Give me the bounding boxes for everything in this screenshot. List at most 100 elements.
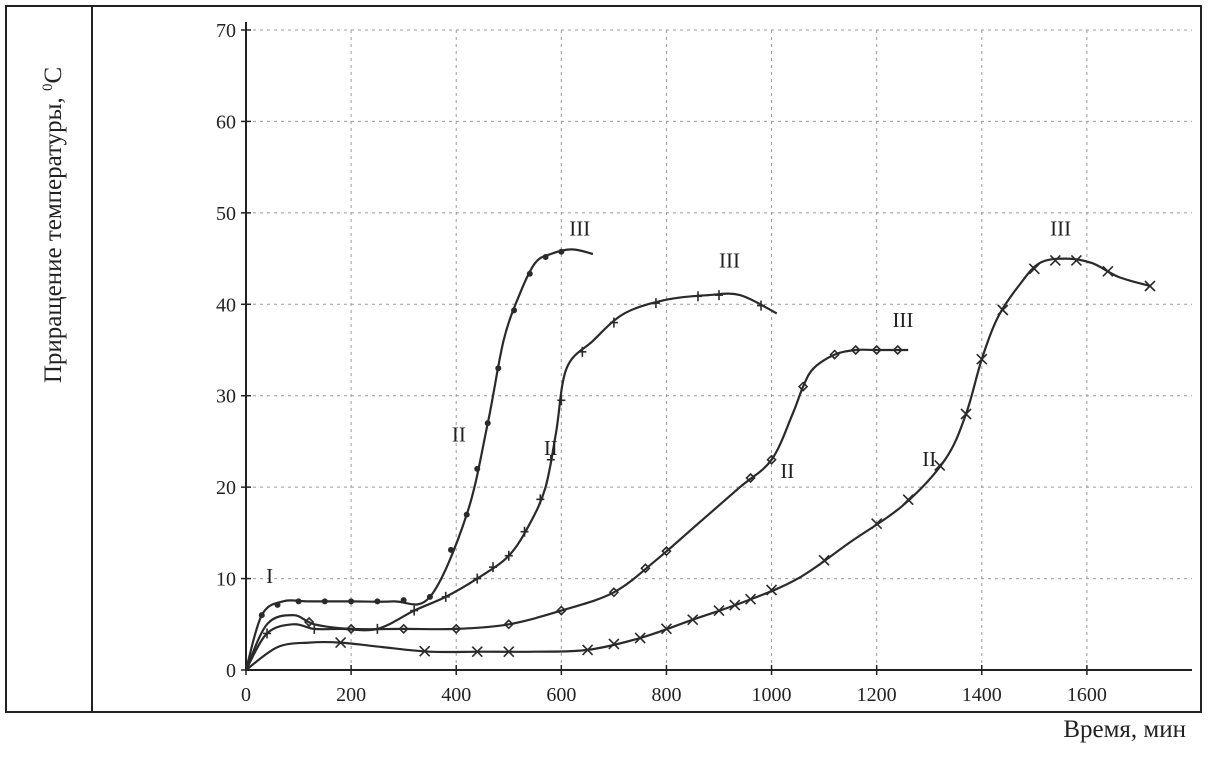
data-point-dot: [374, 598, 381, 605]
data-point-diamond: [661, 546, 672, 557]
data-point-diamond: [556, 605, 567, 616]
data-point-cross: [471, 646, 483, 658]
x-tick-label: 1400: [962, 684, 1002, 706]
data-point-dot: [426, 593, 433, 600]
data-point-cross: [729, 599, 741, 611]
data-point-cross: [713, 605, 725, 617]
data-point-cross: [934, 459, 946, 471]
data-point-diamond: [345, 623, 357, 634]
data-point-plus: [651, 298, 660, 309]
data-point-plus: [715, 290, 723, 301]
annotation-label: III: [892, 308, 913, 332]
data-point-diamond: [745, 472, 756, 484]
data-point-plus: [693, 291, 702, 302]
data-point-dot: [542, 254, 549, 261]
x-tick-label: 600: [546, 684, 576, 706]
data-point-cross: [765, 584, 778, 596]
series-4: [245, 254, 1156, 671]
annotation-label: II: [780, 459, 794, 483]
data-point-dot: [321, 598, 328, 605]
y-tick-label: 30: [216, 386, 236, 408]
data-point-plus: [504, 550, 513, 561]
data-point-plus: [441, 591, 450, 602]
x-tick-label: 0: [241, 684, 251, 706]
series-line-2: [245, 292, 778, 671]
data-point-dot: [258, 612, 265, 619]
y-tick-label: 10: [216, 569, 236, 591]
data-point-plus: [263, 628, 272, 639]
data-point-cross: [1028, 263, 1040, 275]
series-3: [244, 344, 909, 671]
data-point-cross: [335, 637, 347, 649]
data-point-cross: [503, 646, 515, 658]
data-point-cross: [687, 614, 699, 626]
data-point-diamond: [303, 616, 315, 628]
data-point-dot: [526, 270, 533, 277]
data-point-cross: [419, 645, 431, 657]
x-axis-label: Время, мин: [1063, 716, 1186, 743]
x-tick-label: 400: [441, 684, 471, 706]
data-point-cross: [960, 408, 972, 420]
data-point-cross: [1144, 280, 1156, 292]
data-point-plus: [609, 317, 618, 328]
chart-frame: [5, 5, 1202, 713]
data-point-plus: [757, 300, 766, 311]
data-point-dot: [348, 598, 355, 605]
annotation-label: II: [544, 436, 558, 460]
x-tick-label: 1600: [1067, 684, 1107, 706]
data-point-dot: [400, 597, 407, 604]
data-point-plus: [536, 494, 545, 505]
y-axis-label-panel: Приращение температуры, 0C: [5, 5, 93, 713]
data-point-cross: [1049, 254, 1061, 266]
series-line-4: [245, 257, 1151, 671]
series-1: [244, 248, 594, 671]
data-point-cross: [871, 518, 883, 530]
data-point-cross: [608, 638, 620, 650]
data-point-plus: [489, 562, 498, 573]
annotation-label: II: [922, 447, 936, 471]
data-point-cross: [997, 304, 1009, 316]
data-point-diamond: [451, 623, 462, 634]
data-point-diamond: [766, 454, 777, 465]
annotation-label: II: [452, 422, 466, 446]
data-point-diamond: [503, 619, 514, 630]
data-point-plus: [473, 573, 482, 584]
data-point-cross: [1070, 254, 1082, 266]
data-point-diamond: [797, 381, 809, 392]
annotation-label: III: [1050, 217, 1071, 241]
data-point-cross: [902, 494, 914, 506]
y-tick-label: 60: [216, 111, 236, 133]
data-point-plus: [578, 346, 587, 357]
series-line-3: [244, 348, 909, 671]
data-point-diamond: [892, 344, 903, 356]
data-point-dot: [558, 248, 565, 255]
axes: 0 10 20 30 40 50 60 70 0 200 400 600 800 1000 1200 1400…: [216, 20, 1192, 706]
series-2: [245, 290, 778, 671]
data-point-dot: [295, 598, 302, 605]
data-point-diamond: [640, 563, 651, 574]
annotation-label: I: [266, 564, 273, 588]
data-point-cross: [976, 353, 988, 365]
y-tick-label: 20: [216, 477, 236, 499]
y-tick-label: 70: [216, 20, 236, 42]
y-tick-label: 0: [226, 660, 236, 682]
data-point-dot: [274, 601, 281, 608]
data-point-diamond: [398, 623, 409, 634]
data-point-dot: [511, 307, 518, 314]
x-tick-label: 800: [651, 684, 681, 706]
grid: [246, 29, 1192, 670]
data-point-dot: [495, 365, 502, 372]
data-point-cross: [1102, 265, 1114, 277]
y-tick-label: 50: [216, 203, 236, 225]
data-point-dot: [447, 546, 454, 553]
data-point-plus: [520, 526, 529, 537]
series-line-1: [244, 248, 594, 671]
data-point-cross: [582, 644, 594, 656]
data-point-diamond: [608, 587, 620, 598]
data-point-dot: [474, 465, 481, 472]
x-tick-label: 1200: [857, 684, 897, 706]
x-tick-label: 1000: [752, 684, 792, 706]
y-tick-label: 40: [216, 294, 236, 316]
annotation-label: III: [719, 249, 740, 273]
